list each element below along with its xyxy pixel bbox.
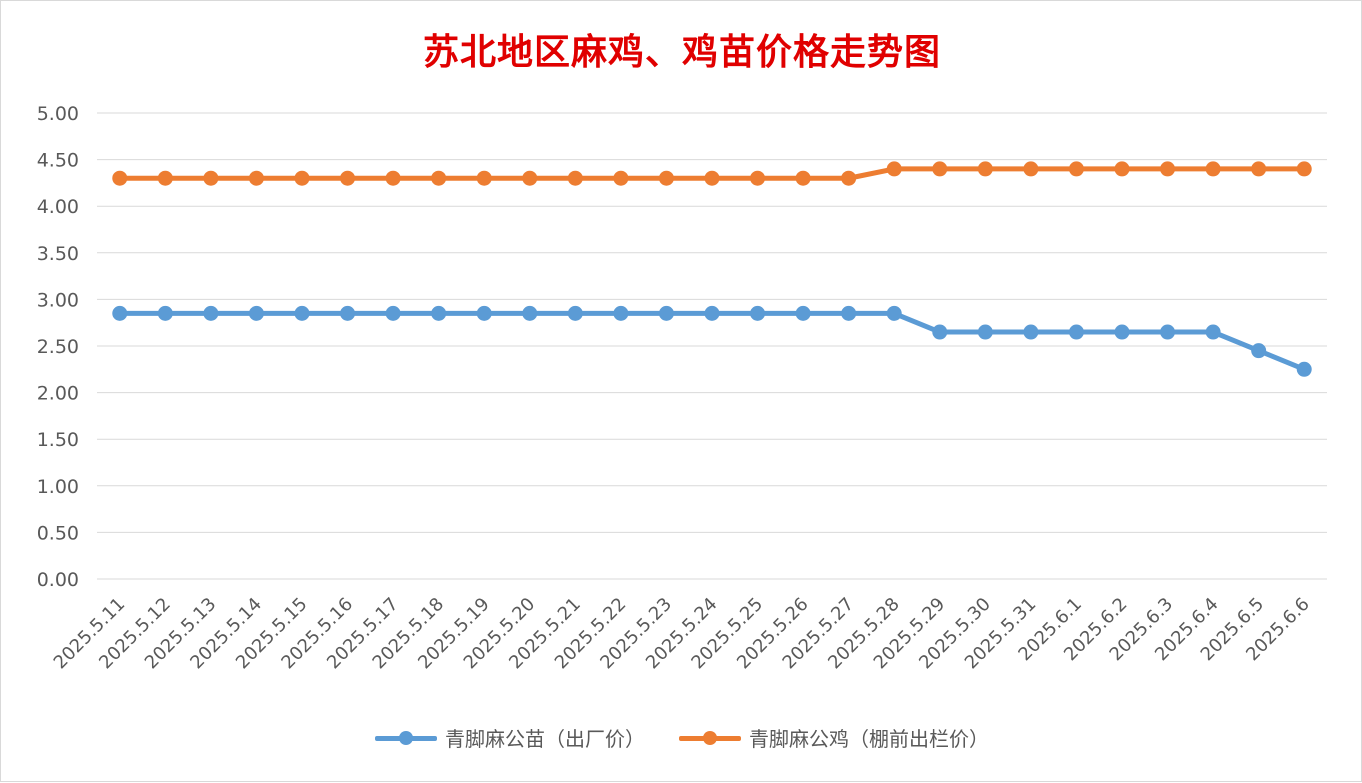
y-tick-label: 2.00 [37, 383, 79, 405]
y-tick-label: 3.00 [37, 289, 79, 311]
data-point-series-2 [1205, 161, 1221, 177]
y-tick-label: 0.50 [37, 522, 79, 544]
data-point-series-2 [476, 170, 492, 186]
legend: 青脚麻公苗（出厂价） 青脚麻公鸡（棚前出栏价） [1, 723, 1362, 752]
data-point-series-1 [1114, 324, 1130, 340]
data-point-series-2 [157, 170, 173, 186]
data-point-series-1 [932, 324, 948, 340]
y-tick-label: 3.50 [37, 243, 79, 265]
legend-label-series-2: 青脚麻公鸡（棚前出栏价） [749, 727, 989, 751]
data-point-series-2 [112, 170, 128, 186]
data-point-series-1 [704, 305, 720, 321]
data-point-series-1 [1296, 361, 1312, 377]
data-point-series-2 [431, 170, 447, 186]
y-tick-label: 5.00 [37, 103, 79, 125]
data-point-series-2 [567, 170, 583, 186]
data-point-series-2 [340, 170, 356, 186]
data-point-series-1 [841, 305, 857, 321]
y-tick-label: 2.50 [37, 336, 79, 358]
data-point-series-2 [1296, 161, 1312, 177]
y-tick-label: 0.00 [37, 569, 79, 591]
data-point-series-1 [1205, 324, 1221, 340]
data-point-series-2 [1160, 161, 1176, 177]
data-point-series-2 [1251, 161, 1267, 177]
data-point-series-1 [203, 305, 219, 321]
data-point-series-2 [1023, 161, 1039, 177]
legend-item-series-2: 青脚麻公鸡（棚前出栏价） [679, 723, 989, 752]
y-tick-label: 4.50 [37, 150, 79, 172]
chart-title: 苏北地区麻鸡、鸡苗价格走势图 [422, 31, 941, 73]
data-point-series-2 [841, 170, 857, 186]
data-point-series-2 [248, 170, 264, 186]
data-point-series-1 [522, 305, 538, 321]
data-point-series-1 [613, 305, 629, 321]
data-point-series-2 [886, 161, 902, 177]
data-point-series-1 [886, 305, 902, 321]
data-point-series-2 [522, 170, 538, 186]
data-point-series-1 [157, 305, 173, 321]
legend-label-series-1: 青脚麻公苗（出厂价） [445, 727, 645, 751]
data-point-series-1 [112, 305, 128, 321]
data-point-series-1 [294, 305, 310, 321]
data-point-series-1 [1251, 343, 1267, 359]
y-tick-label: 1.00 [37, 476, 79, 498]
series-line-1 [117, 310, 1307, 372]
data-point-series-2 [1068, 161, 1084, 177]
data-point-series-2 [750, 170, 766, 186]
data-point-series-1 [658, 305, 674, 321]
data-point-series-1 [431, 305, 447, 321]
data-point-series-2 [932, 161, 948, 177]
data-point-series-1 [567, 305, 583, 321]
data-point-series-1 [1068, 324, 1084, 340]
data-point-series-1 [1023, 324, 1039, 340]
legend-item-series-1: 青脚麻公苗（出厂价） [375, 723, 645, 752]
data-point-series-1 [340, 305, 356, 321]
data-point-series-1 [248, 305, 264, 321]
legend-swatch-series-1 [375, 728, 437, 748]
data-point-series-1 [795, 305, 811, 321]
data-point-series-2 [977, 161, 993, 177]
data-point-series-2 [658, 170, 674, 186]
data-point-series-2 [385, 170, 401, 186]
data-point-series-2 [613, 170, 629, 186]
y-tick-label: 4.00 [37, 196, 79, 218]
data-point-series-1 [750, 305, 766, 321]
legend-swatch-series-2 [679, 728, 741, 748]
data-point-series-2 [795, 170, 811, 186]
data-point-series-2 [203, 170, 219, 186]
data-point-series-2 [704, 170, 720, 186]
data-point-series-1 [476, 305, 492, 321]
y-tick-label: 1.50 [37, 429, 79, 451]
data-point-series-1 [977, 324, 993, 340]
data-point-series-1 [385, 305, 401, 321]
data-point-series-2 [294, 170, 310, 186]
data-point-series-2 [1114, 161, 1130, 177]
data-point-series-1 [1160, 324, 1176, 340]
